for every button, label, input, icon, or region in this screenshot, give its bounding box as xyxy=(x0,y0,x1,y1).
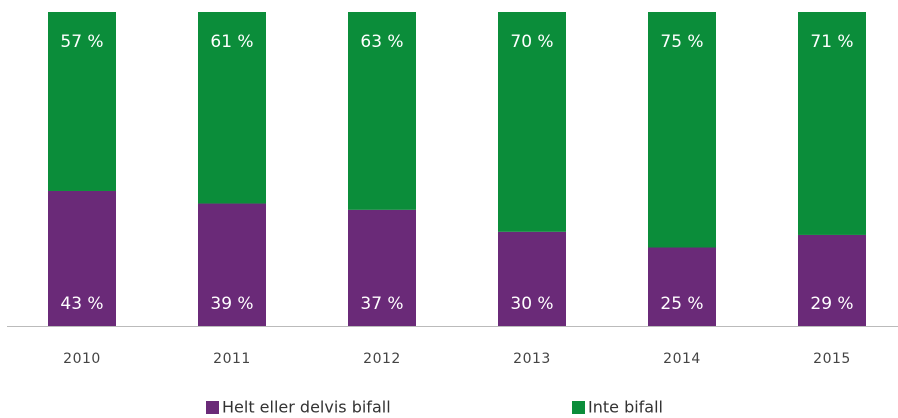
legend-label: Inte bifall xyxy=(588,398,663,417)
legend-swatch xyxy=(572,401,585,414)
legend-label: Helt eller delvis bifall xyxy=(222,398,391,417)
value-label: 30 % xyxy=(510,294,553,314)
bar-segment xyxy=(48,12,116,191)
bar-segment xyxy=(348,12,416,210)
value-label: 61 % xyxy=(210,32,253,52)
x-tick-label: 2012 xyxy=(363,351,401,367)
value-label: 70 % xyxy=(510,32,553,52)
x-tick-label: 2014 xyxy=(663,351,701,367)
bar-segment xyxy=(648,12,716,248)
x-tick-label: 2011 xyxy=(213,351,251,367)
value-label: 25 % xyxy=(660,294,703,314)
bar-segment xyxy=(798,12,866,235)
bar-segment xyxy=(348,209,416,326)
bar-segment xyxy=(198,12,266,204)
x-tick-label: 2010 xyxy=(63,351,101,367)
legend-swatch xyxy=(206,401,219,414)
bar-segment xyxy=(48,190,116,326)
value-label: 71 % xyxy=(810,32,853,52)
bar-segment xyxy=(498,12,566,232)
value-label: 43 % xyxy=(60,294,103,314)
value-label: 29 % xyxy=(810,294,853,314)
bar-segment xyxy=(198,203,266,326)
value-label: 39 % xyxy=(210,294,253,314)
value-label: 37 % xyxy=(360,294,403,314)
x-tick-label: 2015 xyxy=(813,351,851,367)
value-label: 63 % xyxy=(360,32,403,52)
value-label: 75 % xyxy=(660,32,703,52)
bar-segment xyxy=(798,234,866,326)
x-tick-label: 2013 xyxy=(513,351,551,367)
value-label: 57 % xyxy=(60,32,103,52)
bar-segment xyxy=(498,231,566,326)
bar-segment xyxy=(648,247,716,326)
